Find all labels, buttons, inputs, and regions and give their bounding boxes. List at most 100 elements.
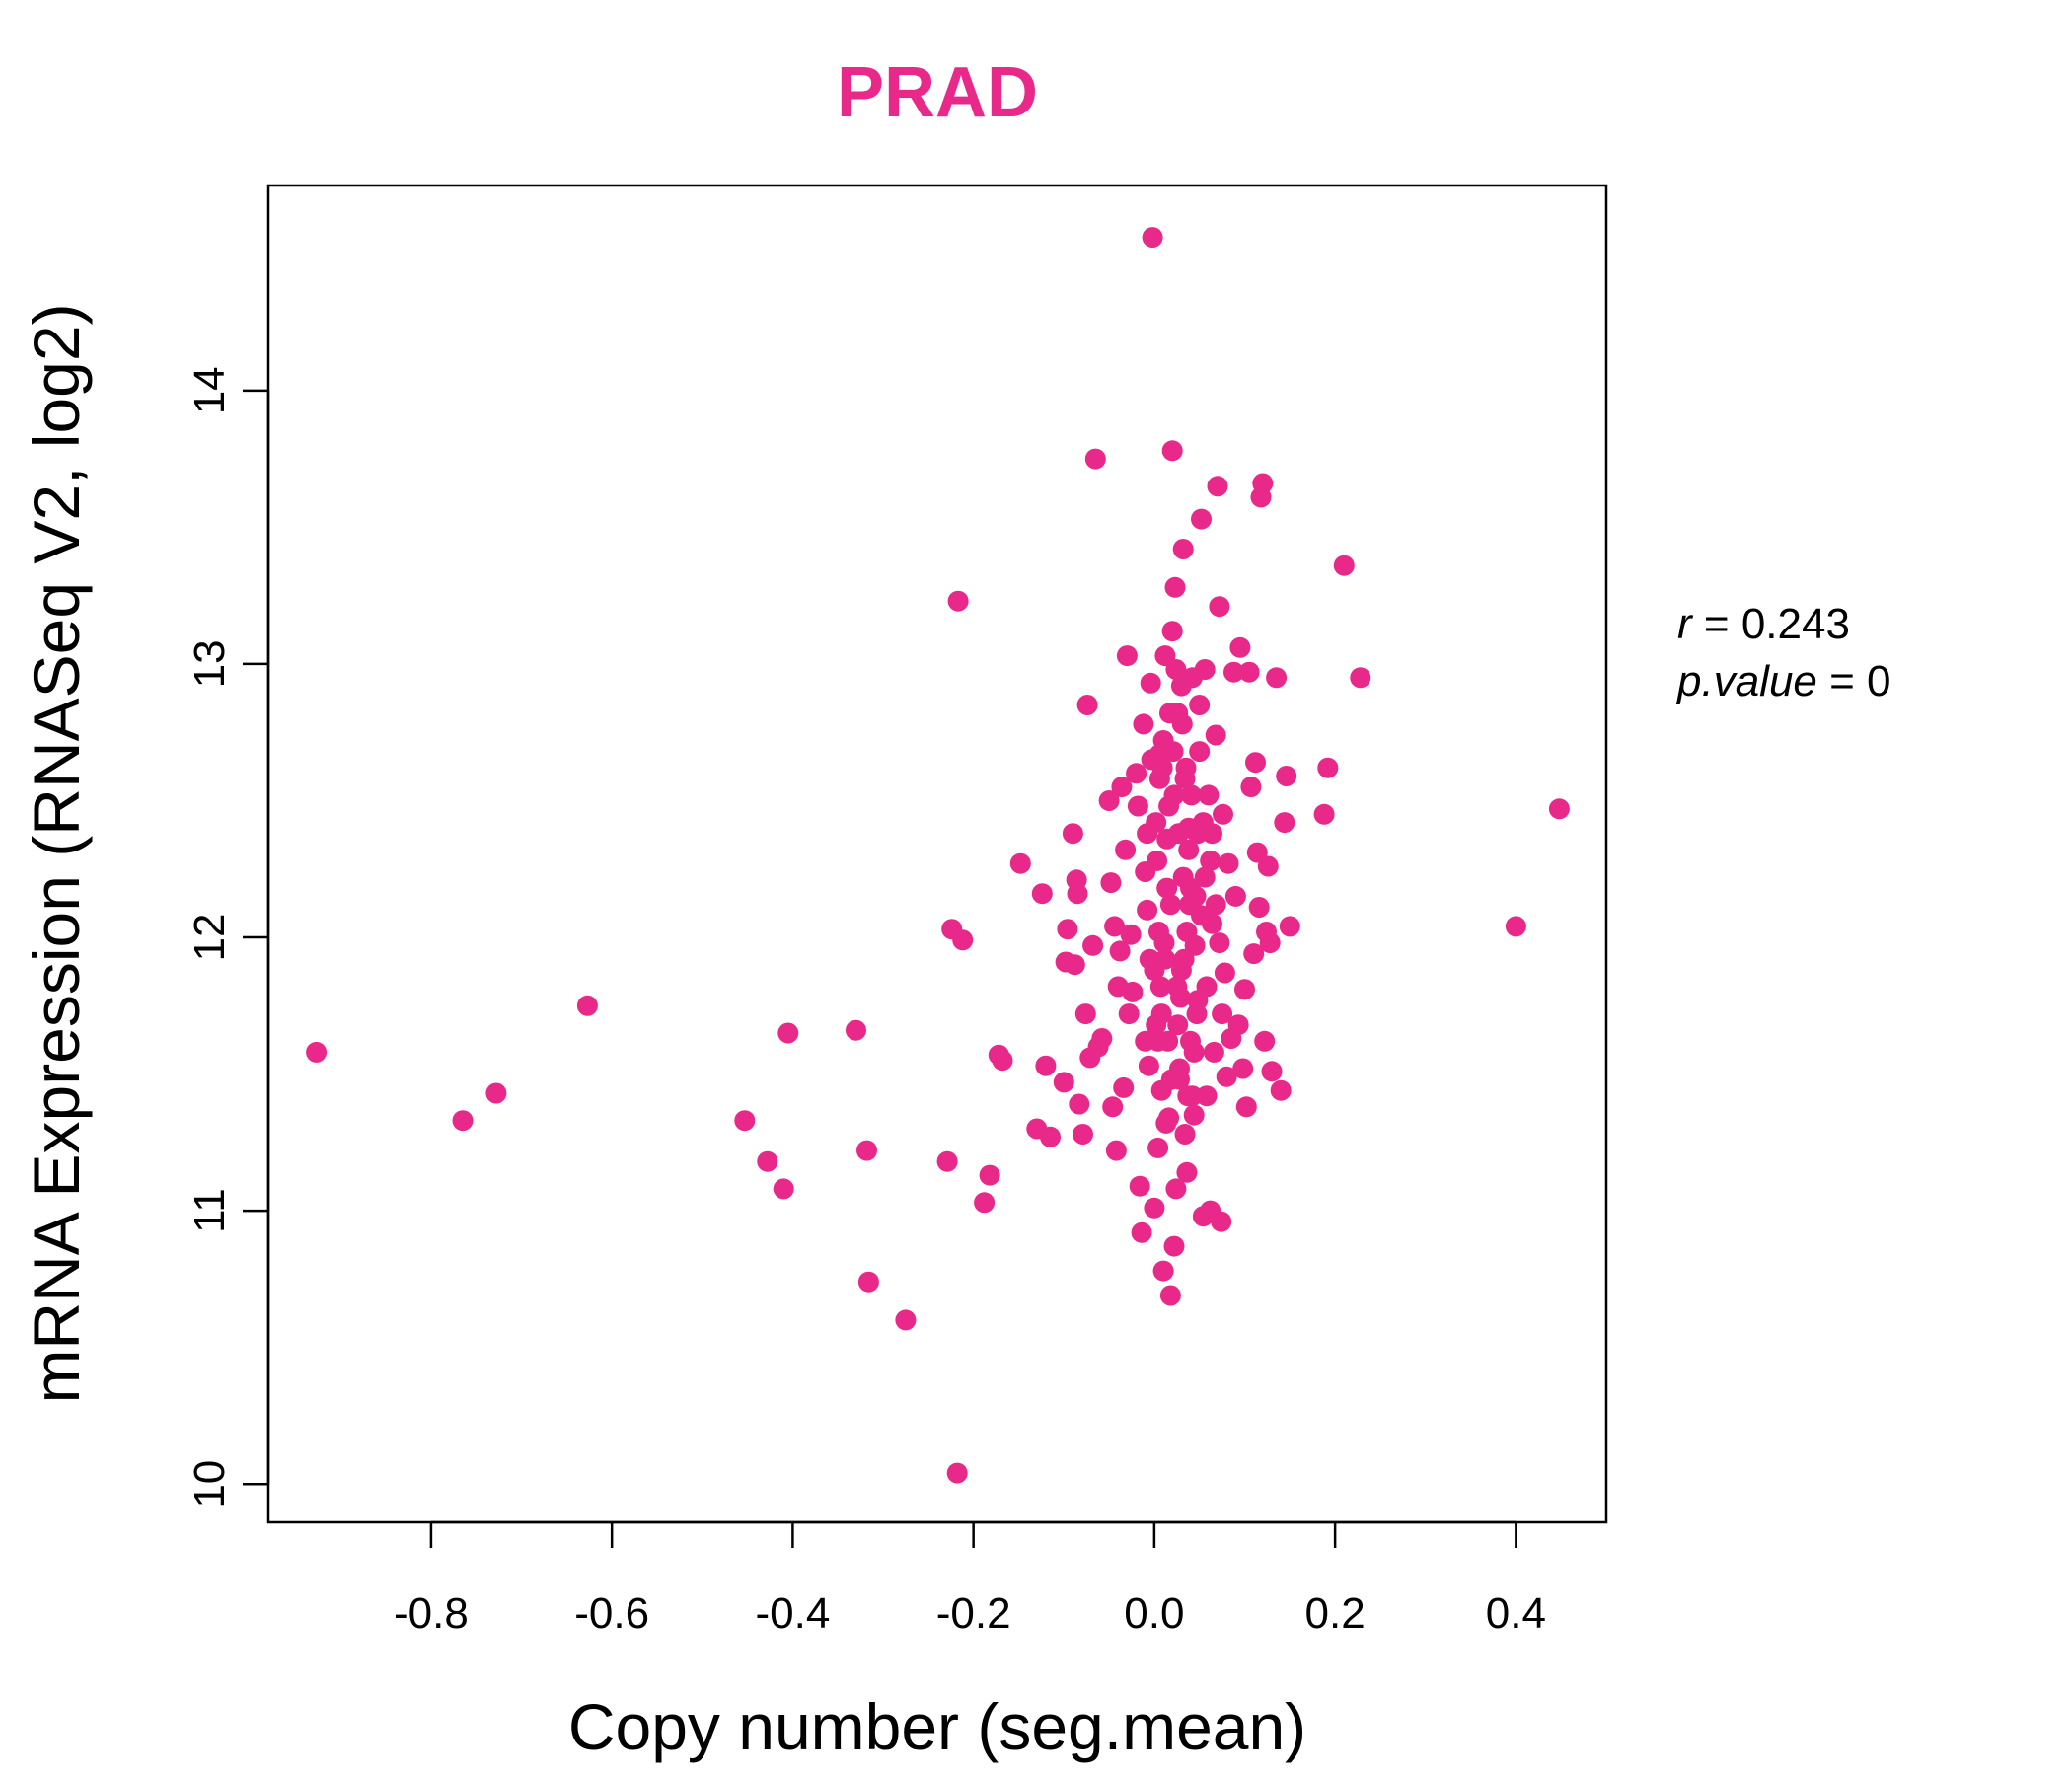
data-point <box>846 1019 866 1041</box>
y-tick-label: 14 <box>185 366 234 414</box>
data-point <box>1162 741 1184 763</box>
data-point <box>1252 473 1274 494</box>
data-point <box>1189 695 1211 715</box>
data-point <box>1165 659 1187 680</box>
data-point <box>777 1022 799 1044</box>
data-point <box>1333 555 1355 576</box>
data-point <box>895 1309 917 1331</box>
data-point <box>1155 1112 1177 1134</box>
data-point <box>1141 749 1162 771</box>
data-point <box>1142 227 1163 249</box>
data-point <box>1149 976 1171 998</box>
data-point <box>1147 850 1168 871</box>
data-point <box>576 995 598 1016</box>
data-point <box>1126 763 1147 784</box>
data-point <box>1138 1055 1159 1076</box>
data-point <box>1084 448 1106 470</box>
data-point <box>1120 924 1142 945</box>
data-point <box>1161 621 1183 642</box>
data-point <box>1227 1014 1249 1036</box>
data-point <box>1111 777 1133 798</box>
data-point <box>1113 1076 1135 1098</box>
data-point <box>1158 795 1180 817</box>
data-point <box>1104 916 1126 937</box>
data-point <box>1266 667 1288 689</box>
data-point <box>734 1110 756 1132</box>
data-point <box>1229 636 1251 658</box>
data-point <box>1223 661 1244 683</box>
data-point <box>1091 1028 1113 1049</box>
data-point <box>1261 1061 1283 1082</box>
data-point <box>1129 1175 1150 1197</box>
data-point <box>1202 823 1222 845</box>
y-tick-label: 12 <box>185 914 234 962</box>
data-point <box>1177 1085 1199 1107</box>
data-point <box>1196 976 1218 998</box>
y-axis: 10 11 12 13 14 <box>185 366 270 1509</box>
data-point <box>1176 922 1198 942</box>
data-point <box>1212 1003 1233 1025</box>
data-point <box>1076 695 1098 715</box>
data-point <box>757 1150 778 1172</box>
data-point <box>1213 803 1233 825</box>
data-point <box>452 1110 474 1132</box>
data-point <box>1313 803 1335 825</box>
data-point <box>1064 954 1085 976</box>
data-point <box>1040 1126 1061 1147</box>
data-points <box>306 227 1570 1484</box>
data-point <box>1173 948 1195 970</box>
data-point <box>1073 1124 1093 1145</box>
data-point <box>1127 795 1148 817</box>
data-point <box>1200 850 1221 871</box>
data-point <box>1152 1260 1174 1282</box>
data-point <box>1156 877 1178 899</box>
data-point <box>1116 645 1138 667</box>
data-point <box>1140 672 1161 694</box>
data-point <box>1350 667 1371 689</box>
data-point <box>1194 659 1216 680</box>
data-point <box>1232 1058 1254 1079</box>
data-point <box>1274 812 1295 834</box>
x-tick-label: -0.8 <box>394 1590 469 1638</box>
data-point <box>1031 883 1053 905</box>
data-point <box>1102 1096 1124 1118</box>
data-point <box>485 1082 507 1104</box>
data-point <box>1135 1030 1156 1052</box>
data-point <box>1159 1285 1181 1306</box>
data-point <box>1161 440 1183 462</box>
y-tick-label: 13 <box>185 639 234 688</box>
p-stat: p.value = 0 <box>1675 657 1891 705</box>
data-point <box>1009 852 1031 874</box>
p-value: 0 <box>1867 657 1890 705</box>
data-point <box>1176 1161 1198 1183</box>
data-point <box>947 590 969 612</box>
data-point <box>1218 852 1239 874</box>
data-point <box>1105 1140 1127 1161</box>
data-point <box>1069 1093 1090 1115</box>
data-point <box>1205 724 1226 746</box>
data-point <box>1317 757 1339 778</box>
data-point <box>1207 476 1228 497</box>
data-point <box>1171 713 1193 735</box>
data-point <box>1144 1197 1165 1219</box>
data-point <box>1257 855 1279 877</box>
data-point <box>1170 987 1191 1008</box>
p-equals: = <box>1817 657 1867 705</box>
data-point <box>1150 1003 1172 1025</box>
data-point <box>1238 661 1260 683</box>
data-point <box>1505 916 1526 937</box>
data-point <box>1053 1072 1074 1093</box>
chart-title: PRAD <box>837 53 1038 132</box>
x-axis-title: Copy number (seg.mean) <box>568 1690 1306 1763</box>
y-tick-label: 10 <box>185 1460 234 1509</box>
data-point <box>1259 932 1281 954</box>
r-stat: r = 0.243 <box>1677 600 1850 648</box>
x-tick-label: 0.4 <box>1486 1590 1546 1638</box>
data-point <box>1163 1235 1185 1257</box>
data-point <box>1168 823 1190 845</box>
data-point <box>1209 596 1230 618</box>
y-tick-label: 11 <box>185 1188 234 1233</box>
data-point <box>1170 675 1192 697</box>
data-point <box>1175 757 1197 778</box>
data-point <box>1122 981 1144 1002</box>
